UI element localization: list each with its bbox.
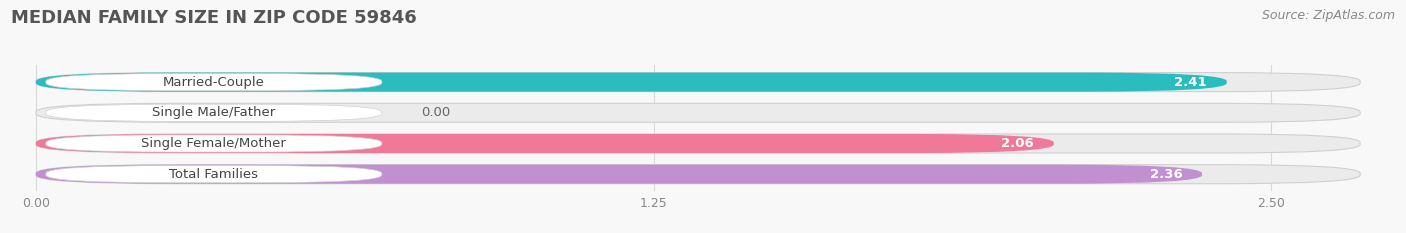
Text: 2.41: 2.41 [1174, 76, 1206, 89]
Text: Single Female/Mother: Single Female/Mother [142, 137, 287, 150]
FancyBboxPatch shape [37, 103, 1360, 122]
FancyBboxPatch shape [46, 104, 382, 121]
FancyBboxPatch shape [46, 74, 382, 91]
Text: 2.36: 2.36 [1150, 168, 1182, 181]
FancyBboxPatch shape [46, 166, 382, 183]
FancyBboxPatch shape [46, 135, 382, 152]
Text: 2.06: 2.06 [1001, 137, 1033, 150]
FancyBboxPatch shape [37, 73, 1227, 92]
Text: 0.00: 0.00 [422, 106, 450, 119]
Text: MEDIAN FAMILY SIZE IN ZIP CODE 59846: MEDIAN FAMILY SIZE IN ZIP CODE 59846 [11, 9, 418, 27]
FancyBboxPatch shape [37, 73, 1360, 92]
FancyBboxPatch shape [37, 134, 1360, 153]
FancyBboxPatch shape [37, 165, 1360, 184]
Text: Total Families: Total Families [169, 168, 259, 181]
FancyBboxPatch shape [37, 165, 1202, 184]
Text: Source: ZipAtlas.com: Source: ZipAtlas.com [1261, 9, 1395, 22]
Text: Married-Couple: Married-Couple [163, 76, 264, 89]
FancyBboxPatch shape [37, 134, 1054, 153]
Text: Single Male/Father: Single Male/Father [152, 106, 276, 119]
